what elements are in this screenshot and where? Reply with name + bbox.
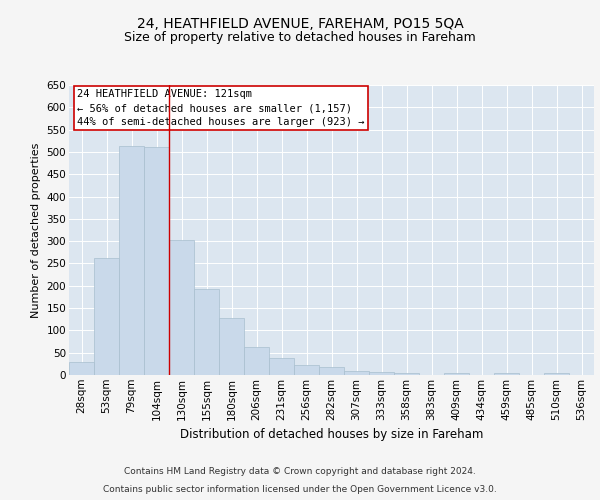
- Bar: [494, 373, 519, 375]
- Bar: [69, 362, 94, 375]
- Text: Contains public sector information licensed under the Open Government Licence v3: Contains public sector information licen…: [103, 485, 497, 494]
- X-axis label: Distribution of detached houses by size in Fareham: Distribution of detached houses by size …: [180, 428, 483, 441]
- Bar: [94, 258, 119, 375]
- Text: Size of property relative to detached houses in Fareham: Size of property relative to detached ho…: [124, 31, 476, 44]
- Text: Contains HM Land Registry data © Crown copyright and database right 2024.: Contains HM Land Registry data © Crown c…: [124, 467, 476, 476]
- Bar: [394, 373, 419, 375]
- Bar: [319, 368, 344, 375]
- Bar: [344, 370, 369, 375]
- Bar: [144, 148, 169, 375]
- Y-axis label: Number of detached properties: Number of detached properties: [31, 142, 41, 318]
- Bar: [369, 372, 394, 375]
- Bar: [169, 240, 194, 375]
- Text: 24, HEATHFIELD AVENUE, FAREHAM, PO15 5QA: 24, HEATHFIELD AVENUE, FAREHAM, PO15 5QA: [137, 18, 463, 32]
- Bar: [544, 373, 569, 375]
- Bar: [194, 289, 219, 375]
- Bar: [269, 358, 294, 375]
- Bar: [119, 146, 144, 375]
- Bar: [444, 373, 469, 375]
- Bar: [219, 318, 244, 375]
- Bar: [294, 365, 319, 375]
- Bar: [244, 348, 269, 375]
- Text: 24 HEATHFIELD AVENUE: 121sqm
← 56% of detached houses are smaller (1,157)
44% of: 24 HEATHFIELD AVENUE: 121sqm ← 56% of de…: [77, 90, 364, 128]
